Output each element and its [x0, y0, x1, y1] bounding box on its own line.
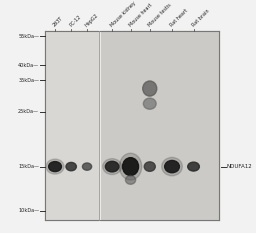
Text: PC-12: PC-12 — [68, 14, 82, 28]
Ellipse shape — [125, 175, 136, 184]
Text: 10kDa—: 10kDa— — [18, 208, 39, 213]
Ellipse shape — [49, 161, 61, 172]
Text: Rat brain: Rat brain — [191, 9, 210, 28]
Ellipse shape — [188, 162, 199, 171]
Ellipse shape — [123, 158, 138, 175]
Text: Mouse heart: Mouse heart — [128, 3, 153, 28]
Ellipse shape — [119, 153, 142, 180]
Text: Rat heart: Rat heart — [169, 8, 189, 28]
Text: 40kDa—: 40kDa— — [18, 63, 39, 68]
Ellipse shape — [162, 157, 182, 176]
Ellipse shape — [143, 81, 157, 96]
Ellipse shape — [103, 159, 122, 175]
Text: 55kDa—: 55kDa— — [18, 34, 39, 39]
Ellipse shape — [66, 162, 76, 171]
Ellipse shape — [143, 98, 156, 109]
Ellipse shape — [82, 163, 92, 170]
Text: 35kDa—: 35kDa— — [18, 78, 39, 83]
Text: 25kDa—: 25kDa— — [18, 109, 39, 114]
Text: Mouse testis: Mouse testis — [147, 3, 172, 28]
Ellipse shape — [165, 161, 179, 173]
Text: 15kDa—: 15kDa— — [18, 164, 39, 169]
Text: NDUFA12: NDUFA12 — [226, 164, 252, 169]
Text: Mouse kidney: Mouse kidney — [109, 0, 137, 28]
Bar — [101, 31, 219, 220]
Ellipse shape — [46, 159, 64, 174]
Bar — [45, 31, 98, 220]
Text: 293T: 293T — [52, 16, 65, 28]
Text: HepG2: HepG2 — [84, 13, 100, 28]
Ellipse shape — [144, 162, 155, 171]
Ellipse shape — [105, 161, 119, 172]
